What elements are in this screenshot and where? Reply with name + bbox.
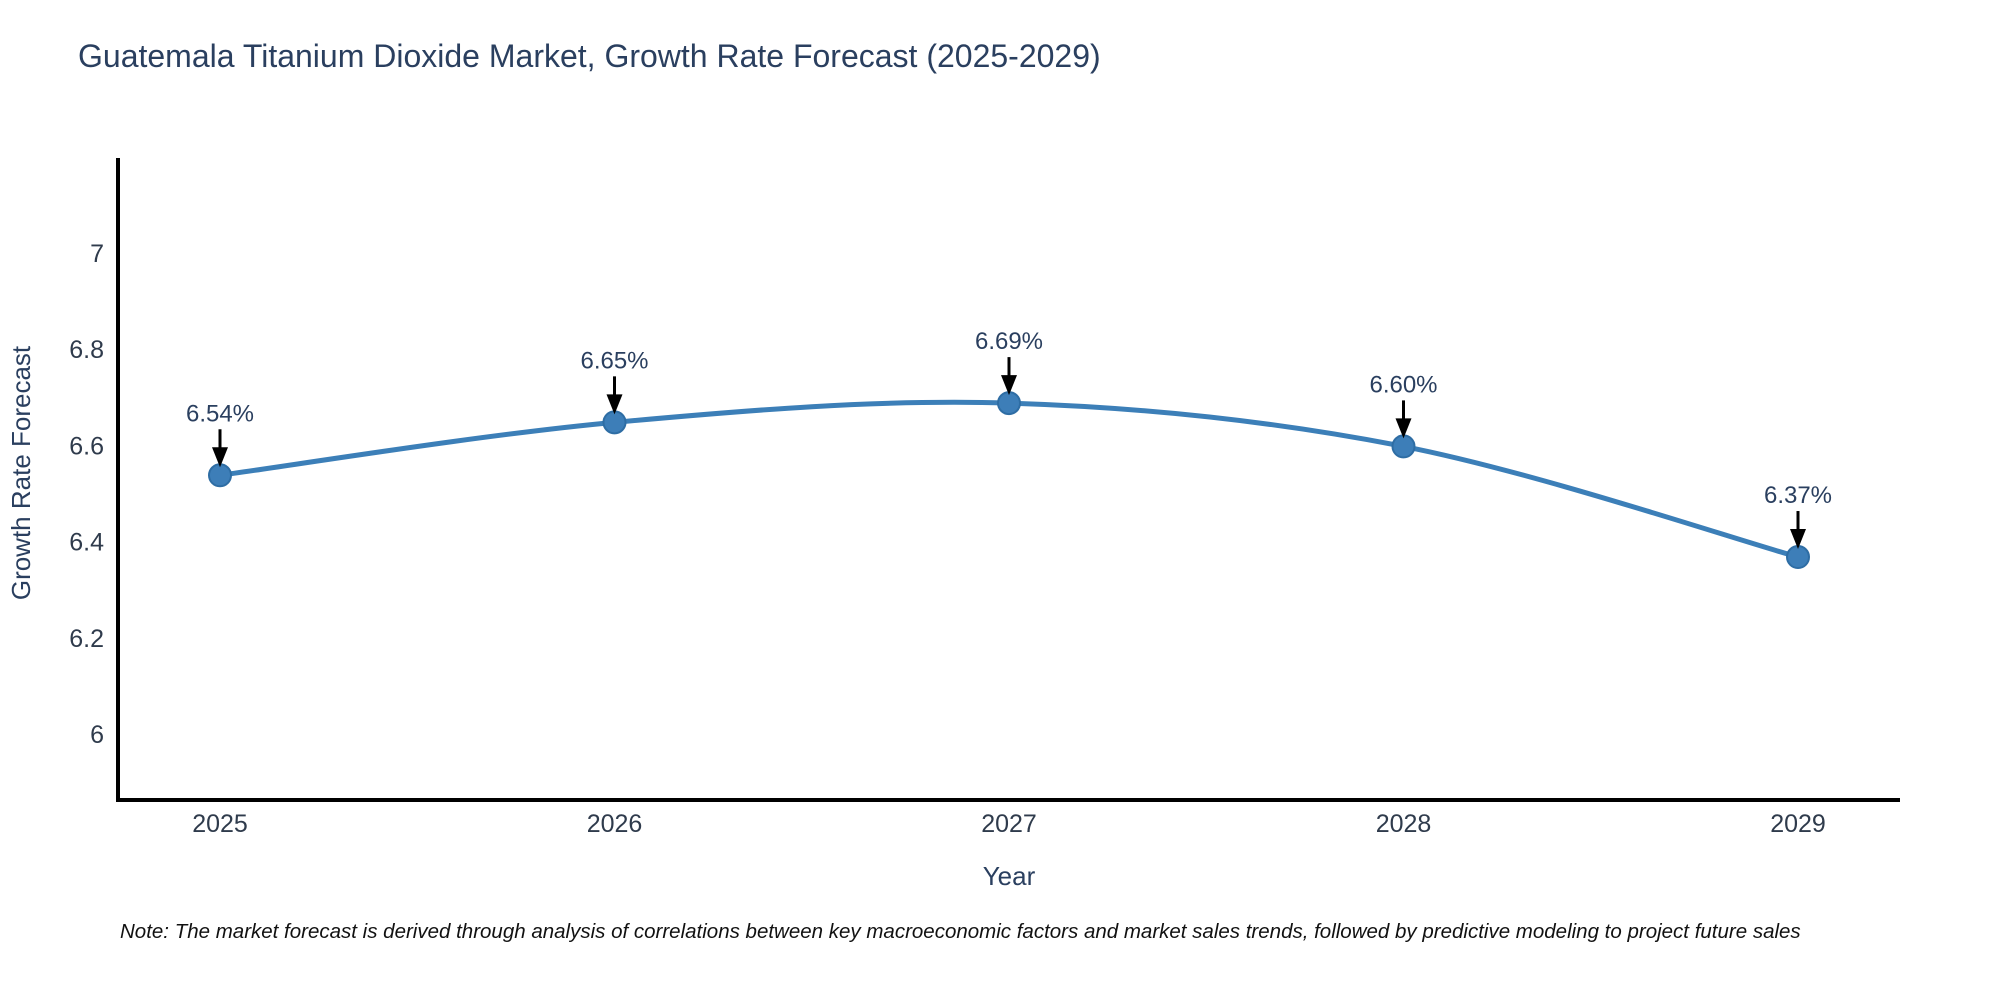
y-tick-label: 6.6 [69, 432, 104, 460]
annotation-arrowhead [212, 447, 228, 468]
annotation-arrowhead [1395, 418, 1412, 439]
point-value-label: 6.69% [975, 328, 1043, 355]
x-tick-label: 2025 [192, 810, 248, 838]
y-tick-label: 6.8 [69, 336, 104, 364]
data-point-marker-2025[interactable] [208, 463, 232, 488]
forecast-line-series [219, 399, 1799, 560]
x-tick-label: 2028 [1376, 810, 1432, 838]
y-tick-label: 7 [90, 240, 104, 268]
data-point-marker-2027[interactable] [997, 391, 1021, 416]
y-tick-label: 6 [90, 721, 104, 749]
data-point-marker-2029[interactable] [1786, 545, 1810, 570]
annotation-arrowhead [1790, 529, 1806, 550]
x-axis-title: Year [983, 861, 1036, 891]
point-value-label: 6.60% [1369, 371, 1437, 398]
y-axis-title: Growth Rate Forecast [6, 345, 36, 600]
annotation-arrowhead [1001, 375, 1017, 396]
x-tick-label: 2029 [1770, 810, 1826, 838]
point-value-label: 6.37% [1764, 482, 1832, 509]
chart-title: Guatemala Titanium Dioxide Market, Growt… [78, 38, 1101, 74]
x-tick-label: 2026 [587, 810, 643, 838]
footnote: Note: The market forecast is derived thr… [120, 920, 1801, 943]
annotation-arrowhead [606, 394, 623, 415]
y-tick-label: 6.2 [69, 625, 104, 653]
point-value-label: 6.65% [580, 347, 648, 374]
point-value-label: 6.54% [186, 400, 254, 427]
y-tick-label: 6.4 [69, 529, 104, 557]
data-point-marker-2026[interactable] [602, 410, 627, 435]
x-tick-label: 2027 [981, 810, 1037, 838]
data-point-marker-2028[interactable] [1391, 434, 1416, 459]
